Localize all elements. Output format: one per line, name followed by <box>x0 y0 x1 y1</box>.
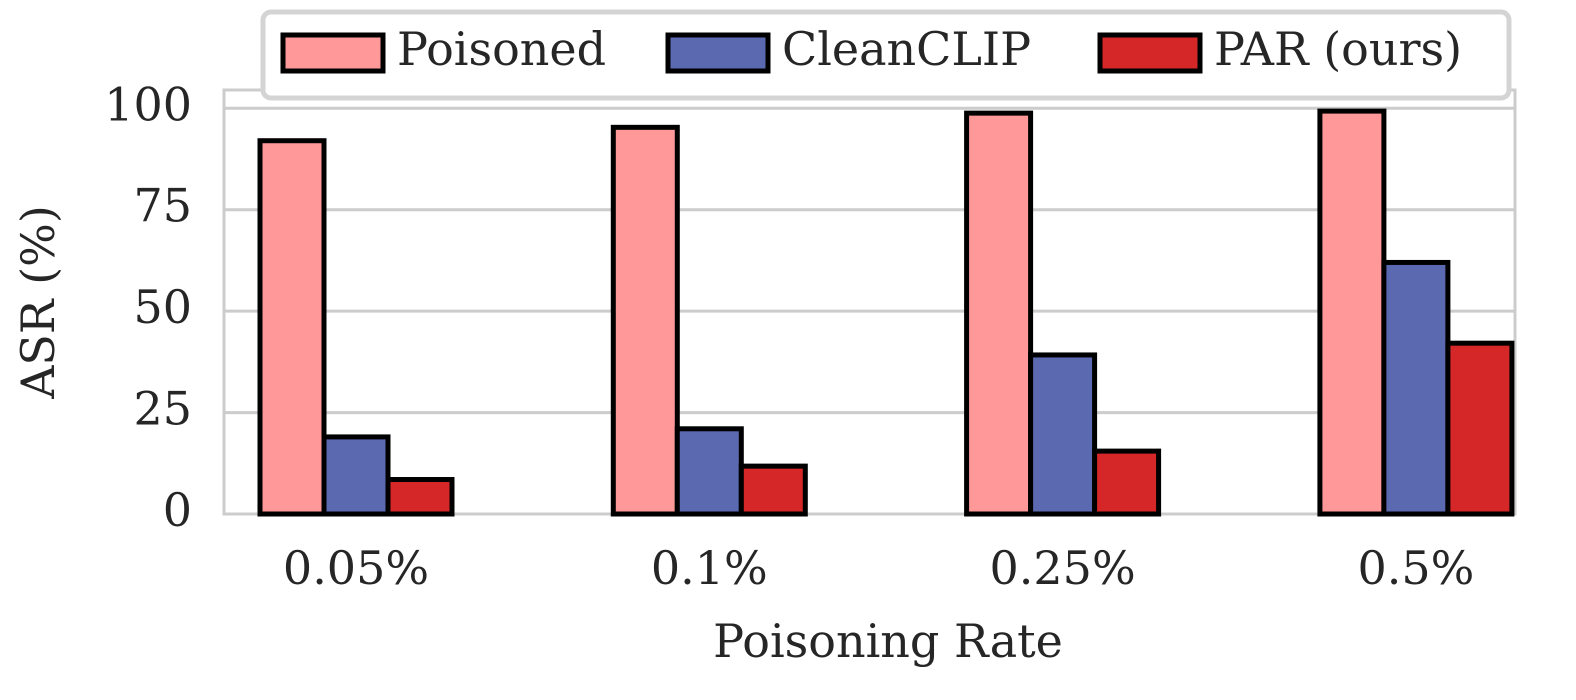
y-tick-label: 100 <box>104 77 192 131</box>
legend-label: Poisoned <box>397 22 606 76</box>
bar <box>1445 340 1515 517</box>
bar <box>1028 352 1098 517</box>
x-tick-label: 0.05% <box>283 541 429 595</box>
bar <box>738 463 808 517</box>
bar <box>385 477 455 517</box>
x-tick-label: 0.1% <box>651 541 768 595</box>
x-axis-label: Poisoning Rate <box>713 614 1063 668</box>
bar <box>674 426 744 517</box>
bar <box>257 138 327 517</box>
y-tick-label: 0 <box>163 483 192 537</box>
legend-swatch <box>1097 32 1203 74</box>
legend-swatch <box>665 32 771 74</box>
bar <box>610 124 680 517</box>
y-tick-label: 25 <box>133 382 192 436</box>
bar <box>1092 448 1162 517</box>
legend-label: CleanCLIP <box>782 22 1031 76</box>
bar <box>964 110 1034 517</box>
y-tick-label: 75 <box>133 179 192 233</box>
bar <box>1381 259 1451 517</box>
legend-swatch <box>280 32 386 74</box>
legend-label: PAR (ours) <box>1214 22 1462 76</box>
y-tick-label: 50 <box>133 280 192 334</box>
bar <box>321 434 391 517</box>
x-tick-label: 0.5% <box>1357 541 1474 595</box>
x-tick-label: 0.25% <box>990 541 1136 595</box>
bar <box>1317 108 1387 517</box>
y-axis-label: ASR (%) <box>11 205 65 400</box>
